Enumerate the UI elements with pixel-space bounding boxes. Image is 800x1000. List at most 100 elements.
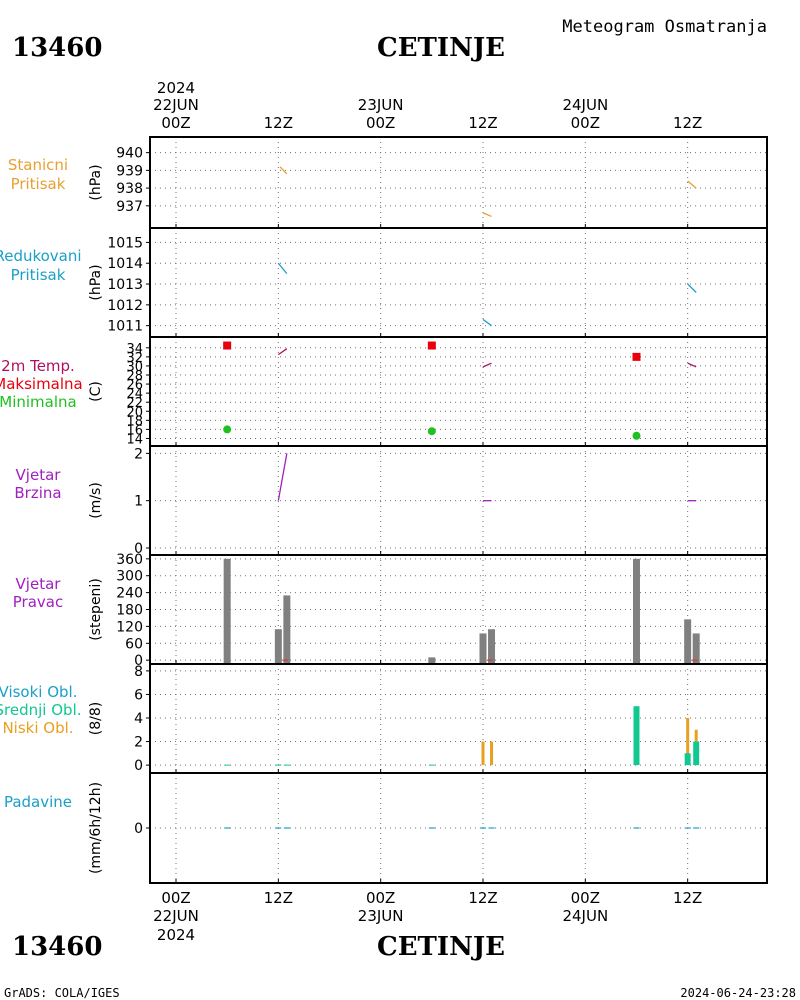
min-temp-point <box>427 427 436 436</box>
data-segment <box>277 348 288 356</box>
y-tick-label: 1011 <box>107 319 143 335</box>
y-tick-label: 938 <box>116 181 143 197</box>
panel-clouds: 0 2 4 6 8 (8/8) Visoki Obl.Srednji Obl.Niski O… <box>0 663 768 774</box>
y-tick-label: 0 <box>134 821 143 837</box>
series-label: Minimalna <box>0 393 77 411</box>
y-tick-label: 6 <box>134 687 143 703</box>
y-tick-label: 8 <box>134 664 143 680</box>
series-label: Vjetar <box>16 575 62 593</box>
y-tick-label: 1013 <box>107 277 143 293</box>
y-tick-label: 24 <box>126 387 143 402</box>
series-label: Padavine <box>4 793 72 811</box>
y-tick-label: 2 <box>134 735 143 751</box>
cloud-bar <box>684 753 691 766</box>
series-label: Maksimalna <box>0 375 83 393</box>
panel-frame <box>149 336 768 447</box>
series-label: Srednji Obl. <box>0 701 81 719</box>
bottom-tick-label: 00Z <box>366 889 395 907</box>
y-axis-label: (m/s) <box>88 482 104 519</box>
station-name: CETINJE <box>377 33 505 63</box>
cloud-bar <box>633 706 640 766</box>
top-tick-label: 12Z <box>673 114 702 132</box>
top-year: 2024 <box>157 79 195 97</box>
panel-frame <box>149 772 768 884</box>
bottom-tick-label: 12Z <box>468 889 497 907</box>
series-label: Stanicni <box>8 156 68 174</box>
bottom-tick-label: 00Z <box>161 889 190 907</box>
panel-frame <box>149 227 768 338</box>
panels: 937938939940(hPa)StanicniPritisak1011101… <box>0 136 768 884</box>
min-temp-point <box>223 425 232 434</box>
bottom-tick-label: 00Z <box>571 889 600 907</box>
y-tick-label: 28 <box>126 369 143 384</box>
data-segment <box>687 283 697 293</box>
data-segment <box>687 362 697 368</box>
panel-frame <box>149 445 768 556</box>
series-label: Pravac <box>13 593 63 611</box>
data-segment <box>277 453 288 501</box>
data-segment <box>277 262 288 275</box>
top-date-label: 22JUN <box>153 96 199 114</box>
top-tick-label: 00Z <box>161 114 190 132</box>
y-tick-label: 1015 <box>107 235 143 251</box>
y-tick-label: 26 <box>126 378 143 393</box>
top-tick-label: 12Z <box>468 114 497 132</box>
cloud-bar <box>693 741 700 766</box>
y-tick-label: 32 <box>126 351 143 366</box>
panel-reduced-pressure: 1011 1012 1013 1014 1015(hPa) RedukovaniPriti… <box>0 227 768 338</box>
y-tick-label: 20 <box>126 405 143 420</box>
series-label: Niski Obl. <box>2 719 73 737</box>
panel-frame <box>149 663 768 774</box>
y-axis-label: (8/8) <box>88 702 104 735</box>
max-temp-point <box>632 352 641 361</box>
cloud-bar <box>490 741 494 766</box>
wind-direction-bar <box>488 629 496 665</box>
y-tick-label: 4 <box>134 711 143 727</box>
data-segment <box>687 180 697 189</box>
footer-timestamp: 2024-06-24-23:28 <box>680 986 796 1000</box>
footer-station-name: CETINJE <box>377 932 505 962</box>
series-label: Pritisak <box>11 175 66 193</box>
station-id: 13460 <box>12 33 102 63</box>
y-axis-label: (C) <box>88 381 104 402</box>
top-tick-label: 12Z <box>264 114 293 132</box>
cloud-bar <box>686 718 690 766</box>
wind-direction-bar <box>479 633 487 665</box>
y-tick-label: 937 <box>116 199 143 215</box>
y-tick-label: 0 <box>134 653 143 669</box>
wind-direction-bar <box>283 595 291 665</box>
wind-direction-bar <box>274 629 282 665</box>
series-label: 2m Temp. <box>1 357 75 375</box>
data-segment <box>482 318 492 327</box>
bottom-date-label: 23JUN <box>358 907 404 925</box>
y-tick-label: 939 <box>116 163 143 179</box>
series-label: Vjetar <box>16 466 62 484</box>
y-tick-label: 1 <box>134 494 143 510</box>
footer-credit: GrADS: COLA/IGES <box>4 986 120 1000</box>
top-tick-label: 00Z <box>571 114 600 132</box>
data-segment <box>279 166 288 175</box>
y-tick-label: 300 <box>116 569 143 585</box>
y-tick-label: 1012 <box>107 298 143 314</box>
wind-direction-bar <box>428 657 436 665</box>
footer-station-id: 13460 <box>12 932 102 962</box>
top-date-label: 24JUN <box>562 96 608 114</box>
series-label: Redukovani <box>0 247 82 265</box>
panel-frame <box>149 554 768 665</box>
wind-direction-bar <box>633 558 640 665</box>
y-tick-label: 180 <box>116 603 143 619</box>
y-tick-label: 2 <box>134 446 143 462</box>
y-tick-label: 30 <box>126 360 143 375</box>
bottom-tick-label: 12Z <box>673 889 702 907</box>
y-tick-label: 60 <box>125 636 143 652</box>
product-title: Meteogram Osmatranja <box>562 17 767 37</box>
max-temp-point <box>223 341 232 350</box>
cloud-bar <box>481 741 485 766</box>
panel-frame <box>149 136 768 229</box>
